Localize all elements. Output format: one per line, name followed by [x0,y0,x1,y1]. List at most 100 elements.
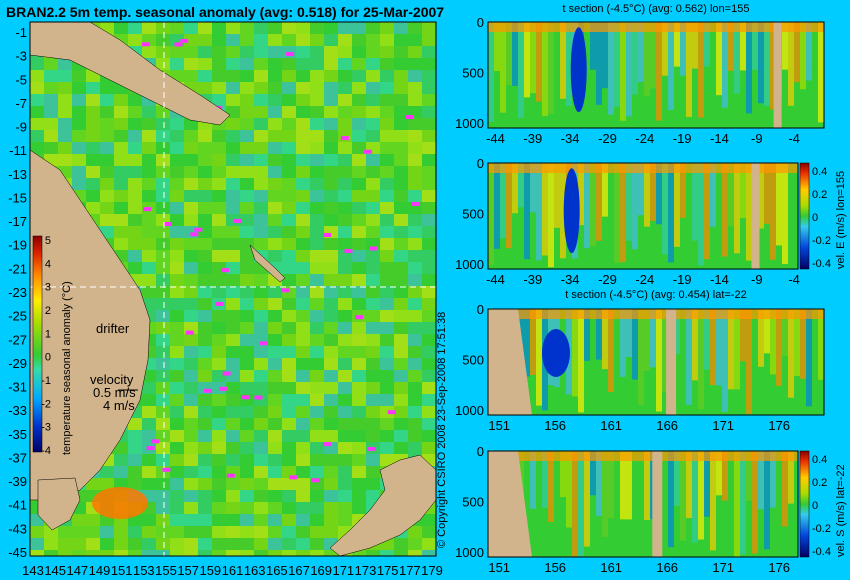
map-cell [422,34,436,46]
map-cell [366,310,380,322]
map-cell [324,310,338,322]
map-cell [142,130,156,142]
section-x-tick-label: -14 [710,272,729,287]
velocity-colorbar-tick: 0.2 [812,189,827,201]
map-cell [394,322,408,334]
map-cell [100,538,114,550]
map-cell [268,58,282,70]
section-cell [782,309,788,356]
map-cell [310,526,324,538]
map-cell [114,214,128,226]
map-cell [282,322,296,334]
map-cell [324,526,338,538]
map-cell [184,214,198,226]
section-cell [602,22,608,89]
map-cell [282,358,296,370]
map-cell [254,502,268,514]
map-cell [226,118,240,130]
colorbar-tick-label: 2 [45,305,51,317]
map-cell [296,118,310,130]
section-cell [554,451,560,554]
map-cell [422,238,436,250]
map-cell [352,274,366,286]
section-cell [668,163,674,263]
map-cell [114,166,128,178]
map-cell [254,82,268,94]
map-cell [184,298,198,310]
drifter-mark [387,410,396,415]
map-cell [156,286,170,298]
map-cell [282,202,296,214]
map-cell [380,202,394,214]
section-cell [632,163,638,250]
map-cell [30,94,44,106]
map-cell [170,154,184,166]
map-cell [226,382,240,394]
map-x-tick-label: 151 [111,563,133,578]
section-cell [548,22,554,115]
map-cell [254,526,268,538]
map-cell [310,226,324,238]
map-cell [170,514,184,526]
map-cell [380,142,394,154]
section-land [652,451,663,557]
map-cell [212,226,226,238]
map-cell [170,166,184,178]
map-cell [310,166,324,178]
map-cell [408,70,422,82]
map-cell [338,118,352,130]
map-cell [366,226,380,238]
map-cell [338,130,352,142]
section-cell [698,309,704,410]
map-cell [44,130,58,142]
section-cell [608,451,614,519]
section-cell [764,22,770,106]
map-cell [296,238,310,250]
colorbar-tick-label: 0 [45,352,51,364]
map-cell [310,34,324,46]
velocity-colorbar-tick: -0.2 [812,523,831,535]
map-cell [226,238,240,250]
map-cell [422,418,436,430]
map-cell [310,178,324,190]
map-cell [212,322,226,334]
map-cell [44,94,58,106]
map-cell [30,82,44,94]
map-cell [366,418,380,430]
map-cell [254,130,268,142]
map-cell [128,442,142,454]
map-cell [394,46,408,58]
map-title: BRAN2.2 5m temp. seasonal anomaly (avg: … [6,4,444,20]
section-y-tick-label: 1000 [455,545,484,560]
drifter-mark [323,442,332,447]
map-cell [324,346,338,358]
map-cell [100,82,114,94]
map-cell [352,370,366,382]
map-cell [268,154,282,166]
map-cell [268,22,282,34]
map-cell [212,214,226,226]
section-x-tick-label: -44 [486,131,505,146]
map-cell [184,46,198,58]
map-cell [268,406,282,418]
map-cell [128,154,142,166]
map-cell [156,226,170,238]
map-y-tick-label: -13 [8,167,27,182]
map-cell [226,526,240,538]
map-cell [422,166,436,178]
section-frame [487,162,799,270]
drifter-mark [190,232,199,237]
drifter-mark [259,341,268,346]
map-cell [86,106,100,118]
map-cell [184,238,198,250]
section-cell [650,309,656,368]
velocity-colorbar-tick: -0.4 [812,546,831,558]
map-cell [254,550,268,556]
map-cell [72,142,86,154]
map-y-tick-label: -7 [15,96,27,111]
map-cell [226,442,240,454]
map-cell [296,310,310,322]
map-cell [198,142,212,154]
map-cell [58,142,72,154]
map-cell [170,346,184,358]
